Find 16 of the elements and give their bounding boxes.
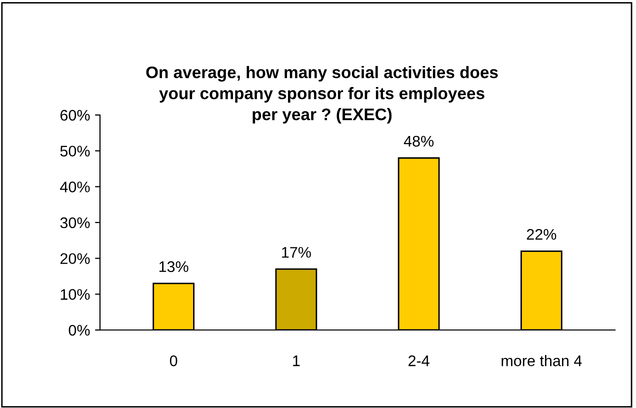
data-label: 17% (282, 246, 311, 258)
y-tick-label: 20% (60, 253, 90, 264)
data-label: 22% (526, 228, 556, 240)
y-tick-label: 30% (60, 217, 90, 228)
y-tick-label: 10% (60, 289, 90, 300)
y-tick-label: 0% (68, 324, 90, 336)
chart-title: On average, how many social activities does your company sponsor for its employees per year ? (EXEC) (146, 66, 498, 124)
x-tick-label: 1 (293, 356, 300, 366)
y-tick-label: 50% (60, 146, 90, 157)
data-label: 48% (404, 136, 434, 147)
x-tick-label: 0 (170, 355, 178, 366)
x-tick-label: 2-4 (408, 355, 430, 366)
y-tick-label: 60% (60, 110, 90, 121)
x-tick-label: more than 4 (502, 355, 582, 366)
y-tick-label: 40% (60, 182, 90, 192)
data-label: 13% (159, 261, 188, 272)
